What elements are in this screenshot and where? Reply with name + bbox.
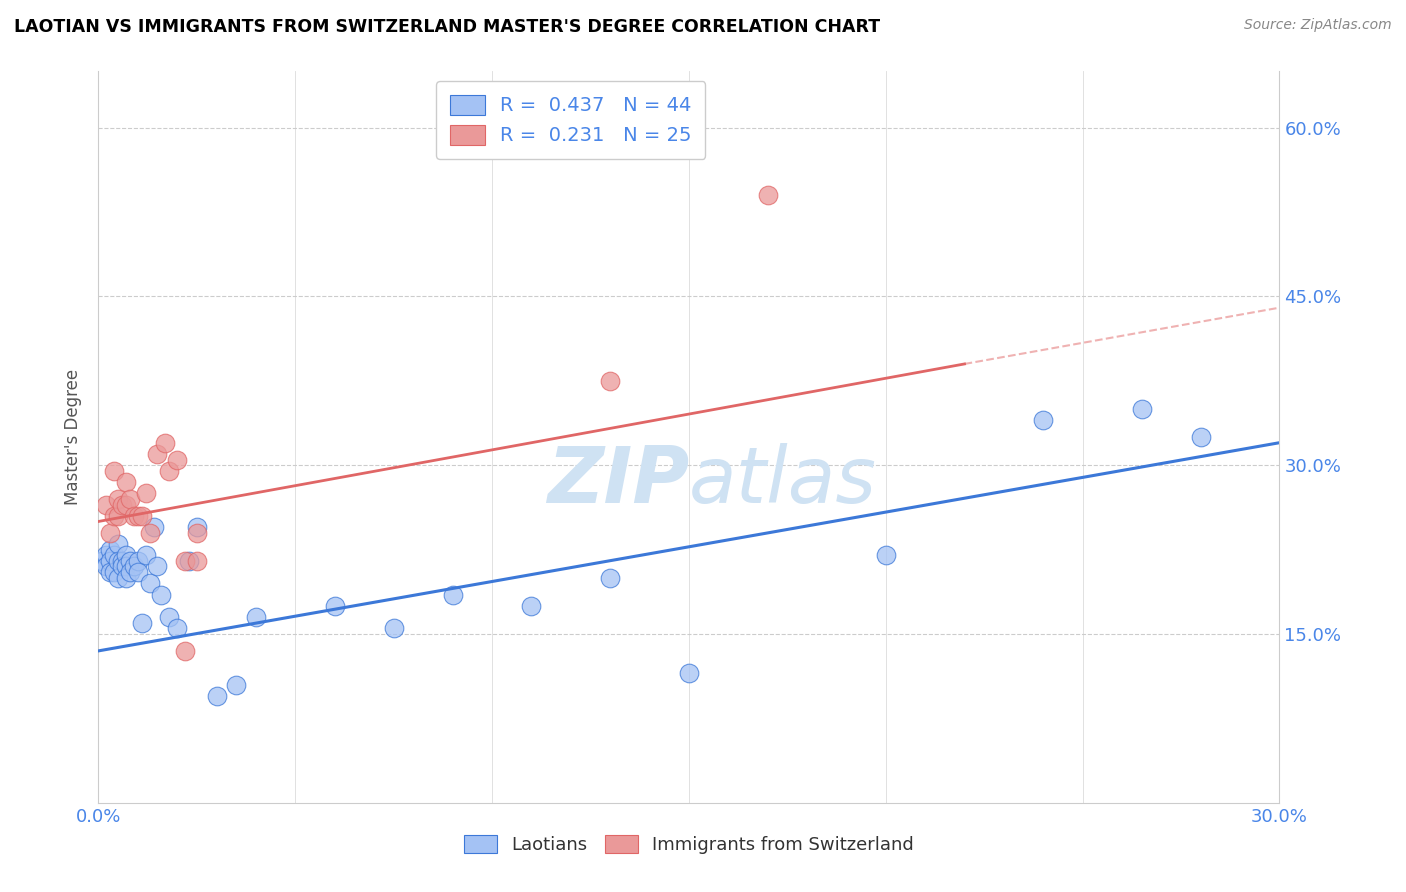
Point: [103, 464, 125, 478]
Point: [91, 554, 114, 568]
Point: [186, 520, 208, 534]
Point: [127, 508, 149, 523]
Point: [111, 498, 134, 512]
Point: [599, 374, 621, 388]
Point: [122, 559, 145, 574]
Point: [98, 554, 121, 568]
Point: [118, 565, 141, 579]
Text: ZIP: ZIP: [547, 443, 689, 519]
Point: [135, 486, 157, 500]
Legend: Laotians, Immigrants from Switzerland: Laotians, Immigrants from Switzerland: [451, 822, 927, 867]
Point: [146, 559, 169, 574]
Point: [115, 475, 138, 489]
Y-axis label: Master's Degree: Master's Degree: [65, 369, 83, 505]
Point: [111, 559, 134, 574]
Text: LAOTIAN VS IMMIGRANTS FROM SWITZERLAND MASTER'S DEGREE CORRELATION CHART: LAOTIAN VS IMMIGRANTS FROM SWITZERLAND M…: [14, 18, 880, 36]
Point: [142, 520, 165, 534]
Point: [103, 508, 125, 523]
Point: [245, 610, 267, 624]
Point: [103, 565, 125, 579]
Point: [174, 644, 197, 658]
Point: [107, 571, 129, 585]
Point: [1032, 413, 1054, 427]
Point: [131, 615, 153, 630]
Point: [875, 548, 897, 562]
Point: [115, 498, 138, 512]
Point: [118, 491, 141, 506]
Point: [98, 525, 121, 540]
Point: [98, 542, 121, 557]
Point: [174, 554, 197, 568]
Point: [127, 554, 149, 568]
Point: [225, 678, 247, 692]
Point: [1189, 430, 1212, 444]
Point: [107, 537, 129, 551]
Point: [1130, 401, 1153, 416]
Point: [96, 548, 118, 562]
Point: [127, 565, 149, 579]
Point: [323, 599, 346, 613]
Point: [107, 554, 129, 568]
Point: [441, 588, 464, 602]
Point: [146, 447, 169, 461]
Point: [150, 588, 173, 602]
Point: [520, 599, 543, 613]
Point: [138, 576, 160, 591]
Point: [98, 565, 121, 579]
Point: [135, 548, 157, 562]
Point: [111, 554, 134, 568]
Point: [115, 559, 138, 574]
Point: [186, 554, 208, 568]
Point: [122, 508, 145, 523]
Point: [756, 188, 779, 202]
Point: [115, 548, 138, 562]
Point: [138, 525, 160, 540]
Point: [166, 621, 188, 635]
Point: [155, 435, 177, 450]
Point: [157, 610, 180, 624]
Point: [131, 508, 153, 523]
Point: [678, 666, 700, 681]
Text: atlas: atlas: [689, 443, 877, 519]
Point: [96, 559, 118, 574]
Point: [166, 452, 188, 467]
Point: [103, 548, 125, 562]
Point: [599, 571, 621, 585]
Point: [177, 554, 200, 568]
Text: Source: ZipAtlas.com: Source: ZipAtlas.com: [1244, 18, 1392, 32]
Point: [382, 621, 405, 635]
Point: [115, 571, 138, 585]
Point: [96, 498, 118, 512]
Point: [107, 491, 129, 506]
Point: [186, 525, 208, 540]
Point: [107, 508, 129, 523]
Point: [118, 554, 141, 568]
Point: [205, 689, 228, 703]
Point: [157, 464, 180, 478]
